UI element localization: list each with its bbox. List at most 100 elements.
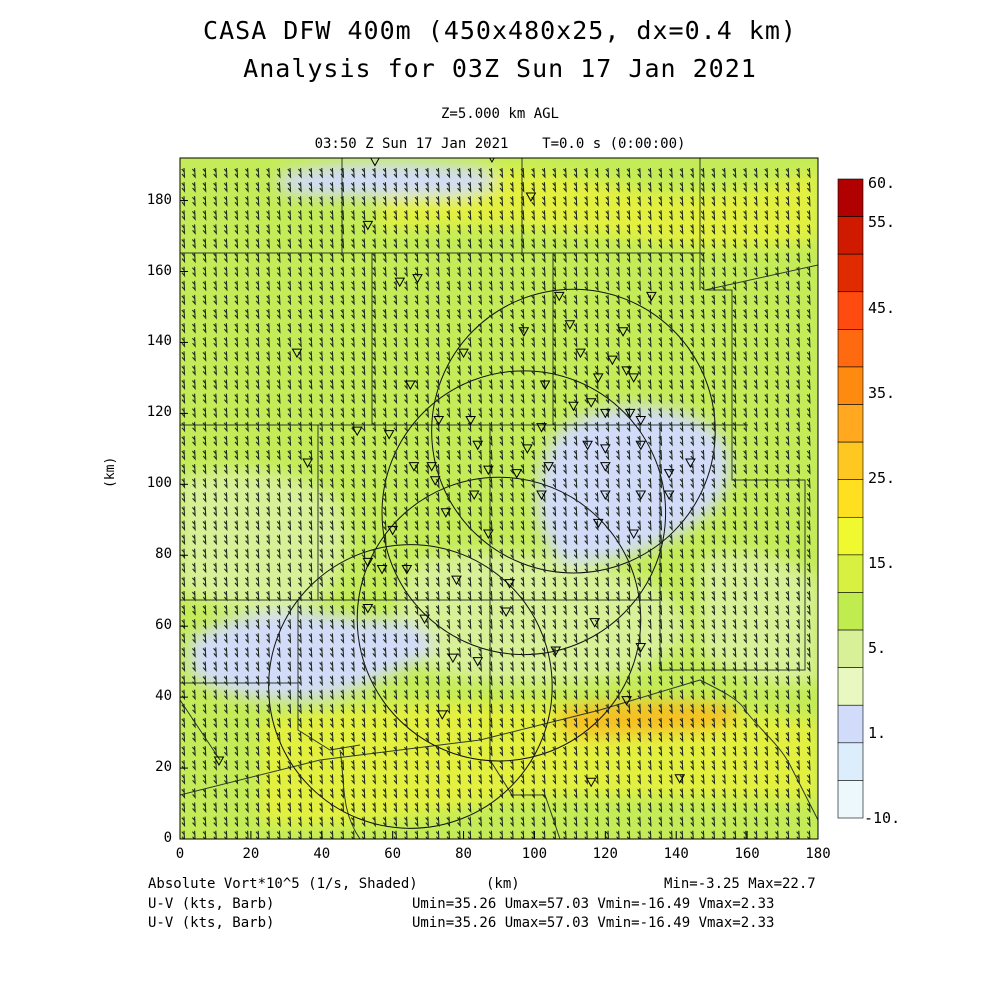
- observation-site-marker: [483, 465, 494, 476]
- colorbar-segment: [837, 479, 864, 518]
- county-line: [339, 749, 361, 839]
- field2-stats: Umin=35.26 Umax=57.03 Vmin=-16.49 Vmax=2…: [412, 896, 775, 912]
- observation-site-marker: [302, 458, 313, 469]
- colorbar-segment: [837, 780, 864, 819]
- observation-site-marker: [536, 423, 547, 433]
- observation-site-marker: [539, 380, 551, 391]
- observation-site-marker: [429, 476, 441, 486]
- light-green-patch-east: [700, 551, 818, 684]
- y-tick-label: 100: [146, 475, 172, 492]
- observation-site-marker: [511, 469, 523, 479]
- observation-site-marker: [635, 415, 647, 426]
- observation-site-marker: [472, 440, 484, 451]
- observation-site-marker: [550, 646, 562, 657]
- observation-site-marker: [291, 348, 303, 359]
- observation-site-marker: [628, 529, 640, 539]
- x-tick-label: 60: [384, 846, 402, 862]
- observation-site-marker: [351, 426, 363, 437]
- observation-site-marker: [468, 490, 480, 500]
- orange-patch: [558, 701, 737, 737]
- colorbar-label: 55.: [868, 213, 895, 231]
- x-axis-label: (km): [486, 876, 520, 892]
- observation-site-marker: [436, 710, 448, 720]
- observation-site-marker: [585, 398, 597, 408]
- colorbar-segment: [837, 291, 864, 330]
- colorbar-segment: [837, 667, 864, 706]
- chart-title: CASA DFW 400m (450x480x25, dx=0.4 km): [203, 16, 797, 45]
- county-line: [544, 794, 561, 839]
- colorbar-segment: [837, 178, 864, 217]
- observation-site-marker: [624, 408, 636, 419]
- observation-site-marker: [635, 440, 647, 451]
- radar-range-circle: [431, 288, 716, 574]
- observation-site-marker: [589, 618, 601, 628]
- colorbar-segment: [837, 554, 864, 593]
- observation-site-marker: [447, 653, 459, 664]
- observation-site-marker: [582, 440, 593, 451]
- y-tick-label: 40: [155, 688, 172, 705]
- valid-time-label: 03:50 Z Sun 17 Jan 2021 T=0.0 s (0:00:00…: [314, 136, 686, 152]
- observation-site-marker: [394, 277, 406, 288]
- observation-site-marker: [553, 291, 565, 302]
- observation-site-marker: [635, 642, 647, 653]
- county-line: [180, 699, 221, 761]
- observation-site-marker: [592, 518, 604, 529]
- x-tick-label: 20: [242, 846, 260, 862]
- vorticity-field: [180, 158, 818, 839]
- observation-site-marker: [635, 490, 647, 500]
- colorbar-label: 60.: [868, 174, 895, 192]
- chart-subtitle: Analysis for 03Z Sun 17 Jan 2021: [243, 54, 757, 83]
- yellow-green-band-south: [260, 702, 818, 827]
- colorbar-segment: [837, 329, 864, 368]
- field1-minmax: Min=-3.25 Max=22.7: [664, 876, 816, 892]
- observation-site-marker: [376, 564, 388, 575]
- colorbar-label: 25.: [868, 469, 895, 487]
- observation-site-marker: [440, 508, 452, 518]
- observation-site-marker: [458, 348, 469, 359]
- observation-site-marker: [621, 366, 632, 376]
- observation-site-marker: [585, 777, 597, 788]
- y-tick-label: 20: [155, 759, 172, 776]
- county-line: [789, 764, 818, 821]
- observation-site-marker: [685, 458, 696, 469]
- observation-site-marker: [617, 327, 629, 337]
- observation-site-marker: [663, 469, 675, 479]
- colorbar: 60. 55. 45. 35. 25. 15. 5. 1. -10.: [837, 174, 900, 827]
- observation-sites: [213, 158, 696, 788]
- y-tick-label: 160: [146, 262, 172, 279]
- colorbar-label: 45.: [868, 299, 895, 317]
- field3-description: U-V (kts, Barb): [148, 915, 275, 931]
- light-green-patch-west: [180, 469, 348, 613]
- colorbar-segment: [837, 253, 864, 293]
- x-tick-label: 100: [521, 846, 548, 862]
- colorbar-segment: [837, 742, 864, 781]
- x-tick-label: 40: [313, 846, 331, 862]
- observation-site-marker: [419, 614, 430, 625]
- observation-site-marker: [646, 291, 657, 302]
- observation-site-marker: [525, 192, 537, 203]
- observation-site-marker: [575, 348, 586, 359]
- radar-range-circles: [268, 288, 716, 829]
- observation-site-marker: [387, 525, 399, 536]
- observation-site-marker: [426, 462, 438, 472]
- observation-site-marker: [599, 462, 611, 472]
- observation-site-marker: [451, 575, 462, 586]
- observation-site-marker: [408, 462, 420, 472]
- observation-site-marker: [592, 373, 604, 383]
- observation-site-marker: [504, 579, 515, 589]
- wind-barb-grid: [181, 167, 811, 839]
- x-tick-label: 80: [455, 846, 472, 862]
- observation-site-marker: [500, 607, 512, 618]
- observation-site-marker: [628, 373, 640, 383]
- observation-site-marker: [483, 529, 494, 539]
- colorbar-segment: [837, 592, 864, 631]
- y-tick-label: 60: [155, 617, 172, 634]
- y-tick-label: 180: [146, 191, 172, 208]
- y-tick-label: 80: [155, 546, 172, 563]
- colorbar-label: 15.: [868, 554, 895, 572]
- y-tick-label: 0: [163, 830, 172, 846]
- observation-site-marker: [674, 774, 686, 784]
- field1-description: Absolute Vort*10^5 (1/s, Shaded): [148, 876, 418, 892]
- observation-site-marker: [362, 603, 374, 614]
